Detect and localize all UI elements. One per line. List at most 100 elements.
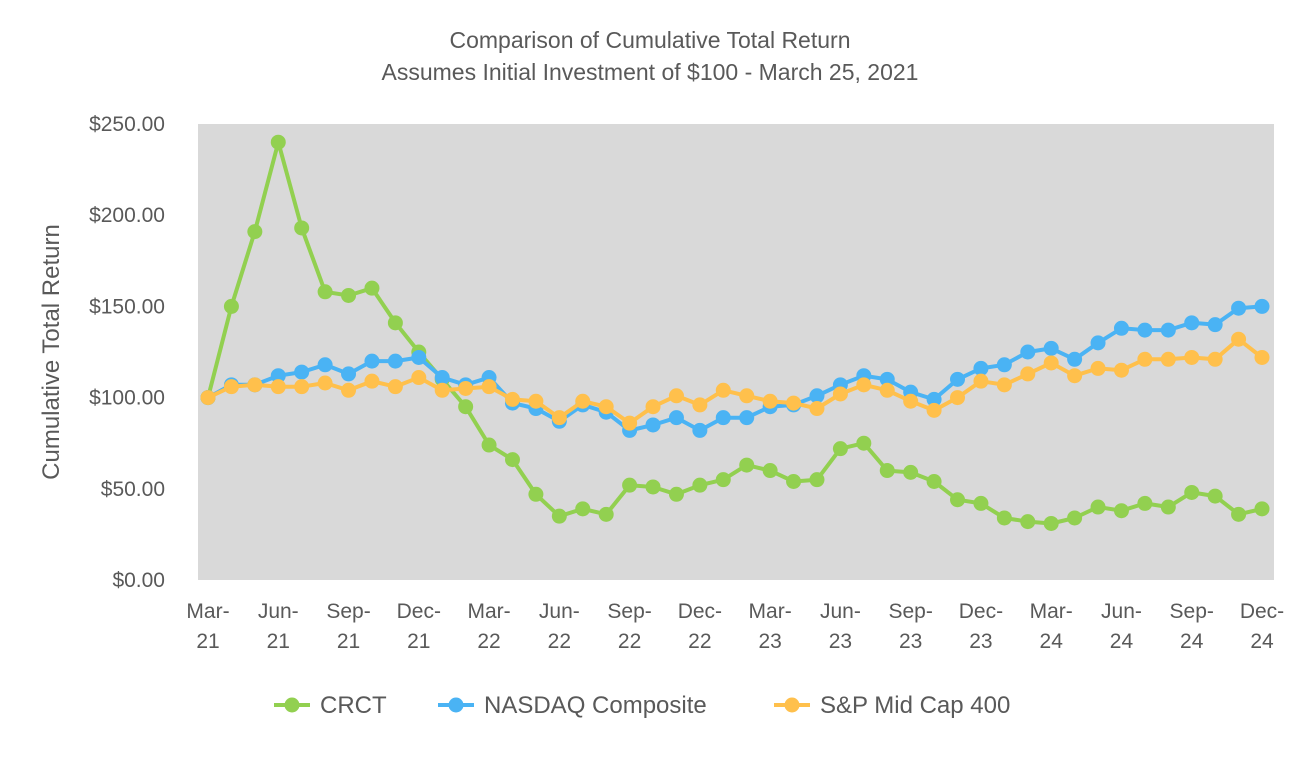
data-point-s-p-mid-cap-400	[856, 377, 872, 393]
x-tick-label: 22	[688, 630, 711, 653]
data-point-nasdaq-composite	[1254, 298, 1270, 314]
legend-item-crct: CRCT	[274, 692, 387, 719]
series-line-nasdaq-composite	[206, 304, 1264, 433]
data-point-s-p-mid-cap-400	[481, 379, 497, 395]
data-point-s-p-mid-cap-400	[809, 401, 825, 417]
data-point-nasdaq-composite	[317, 357, 333, 373]
plot-area	[198, 124, 1274, 580]
data-point-s-p-mid-cap-400	[1137, 351, 1153, 367]
x-tick-label: 23	[829, 630, 852, 653]
chart-title: Comparison of Cumulative Total Return	[450, 27, 851, 53]
data-point-s-p-mid-cap-400	[668, 388, 684, 404]
data-point-crct	[1184, 484, 1200, 500]
data-point-crct	[809, 472, 825, 488]
data-point-nasdaq-composite	[950, 371, 966, 387]
data-point-crct	[903, 464, 919, 480]
data-point-crct	[270, 134, 286, 150]
data-point-crct	[832, 441, 848, 457]
data-point-crct	[387, 315, 403, 331]
data-point-nasdaq-composite	[668, 410, 684, 426]
data-point-s-p-mid-cap-400	[1090, 360, 1106, 376]
data-point-nasdaq-composite	[1160, 322, 1176, 338]
data-point-crct	[247, 224, 263, 240]
data-point-nasdaq-composite	[341, 366, 357, 382]
data-point-crct	[294, 220, 310, 236]
data-point-nasdaq-composite	[1231, 300, 1247, 316]
y-tick-label: $50.00	[101, 478, 165, 501]
x-tick-label: 22	[477, 630, 500, 653]
data-point-crct	[1160, 499, 1176, 515]
data-point-crct	[645, 479, 661, 495]
x-tick-label: 21	[267, 630, 290, 653]
data-point-s-p-mid-cap-400	[786, 395, 802, 411]
data-point-s-p-mid-cap-400	[879, 382, 895, 398]
data-point-crct	[1090, 499, 1106, 515]
data-point-nasdaq-composite	[387, 353, 403, 369]
data-point-crct	[1043, 515, 1059, 531]
data-point-nasdaq-composite	[1207, 317, 1223, 333]
x-tick-label: 24	[1040, 630, 1064, 653]
legend-label: S&P Mid Cap 400	[820, 692, 1010, 719]
data-point-s-p-mid-cap-400	[504, 391, 520, 407]
data-point-s-p-mid-cap-400	[528, 393, 544, 409]
data-point-crct	[504, 452, 520, 468]
data-point-crct	[341, 287, 357, 303]
data-point-crct	[973, 495, 989, 511]
data-point-nasdaq-composite	[1090, 335, 1106, 351]
data-point-s-p-mid-cap-400	[411, 370, 427, 386]
data-point-crct	[575, 501, 591, 517]
data-point-crct	[458, 399, 474, 415]
series-line-crct	[206, 140, 1264, 526]
data-point-s-p-mid-cap-400	[598, 399, 614, 415]
series-layer	[200, 134, 1270, 531]
x-tick-label: Jun-	[820, 600, 861, 623]
y-axis-ticks: $0.00 $50.00 $100.00 $150.00 $200.00 $250.00	[89, 113, 165, 592]
data-point-crct	[551, 508, 567, 524]
legend-dot-marker	[784, 697, 800, 713]
data-point-s-p-mid-cap-400	[926, 402, 942, 418]
x-tick-label: Sep-	[326, 600, 370, 623]
legend-item-s-p-mid-cap-400: S&P Mid Cap 400	[774, 692, 1010, 719]
data-point-s-p-mid-cap-400	[294, 379, 310, 395]
x-tick-label: 22	[618, 630, 641, 653]
data-point-nasdaq-composite	[294, 364, 310, 380]
data-point-s-p-mid-cap-400	[434, 382, 450, 398]
x-axis-ticks: Mar- 21 Jun- 21 Sep- 21 Dec- 21 Mar- 22 Jun- 22 Sep-…	[186, 600, 1284, 653]
data-point-crct	[996, 510, 1012, 526]
data-point-crct	[715, 472, 731, 488]
data-point-nasdaq-composite	[1113, 320, 1129, 336]
x-tick-label: Dec-	[678, 600, 722, 623]
data-point-s-p-mid-cap-400	[1020, 366, 1036, 382]
data-point-nasdaq-composite	[739, 410, 755, 426]
x-tick-label: Sep-	[607, 600, 651, 623]
data-point-s-p-mid-cap-400	[1160, 351, 1176, 367]
x-tick-label: Dec-	[1240, 600, 1284, 623]
data-point-s-p-mid-cap-400	[1231, 331, 1247, 347]
data-point-nasdaq-composite	[1020, 344, 1036, 360]
x-tick-label: 22	[548, 630, 571, 653]
data-point-crct	[1207, 488, 1223, 504]
legend-label: NASDAQ Composite	[484, 692, 707, 719]
data-point-s-p-mid-cap-400	[973, 373, 989, 389]
data-point-crct	[739, 457, 755, 473]
data-point-nasdaq-composite	[1137, 322, 1153, 338]
data-point-s-p-mid-cap-400	[1254, 349, 1270, 365]
x-tick-label: 24	[1180, 630, 1204, 653]
data-point-s-p-mid-cap-400	[247, 377, 263, 393]
data-point-crct	[598, 506, 614, 522]
x-tick-label: Sep-	[888, 600, 932, 623]
data-point-nasdaq-composite	[973, 360, 989, 376]
data-point-s-p-mid-cap-400	[832, 386, 848, 402]
data-point-crct	[692, 477, 708, 493]
data-point-nasdaq-composite	[715, 410, 731, 426]
x-tick-label: Dec-	[397, 600, 441, 623]
data-point-s-p-mid-cap-400	[645, 399, 661, 415]
data-point-nasdaq-composite	[434, 370, 450, 386]
data-point-s-p-mid-cap-400	[1184, 349, 1200, 365]
data-point-crct	[879, 463, 895, 479]
data-point-crct	[364, 280, 380, 296]
data-point-crct	[622, 477, 638, 493]
data-point-s-p-mid-cap-400	[551, 410, 567, 426]
data-point-crct	[1231, 506, 1247, 522]
